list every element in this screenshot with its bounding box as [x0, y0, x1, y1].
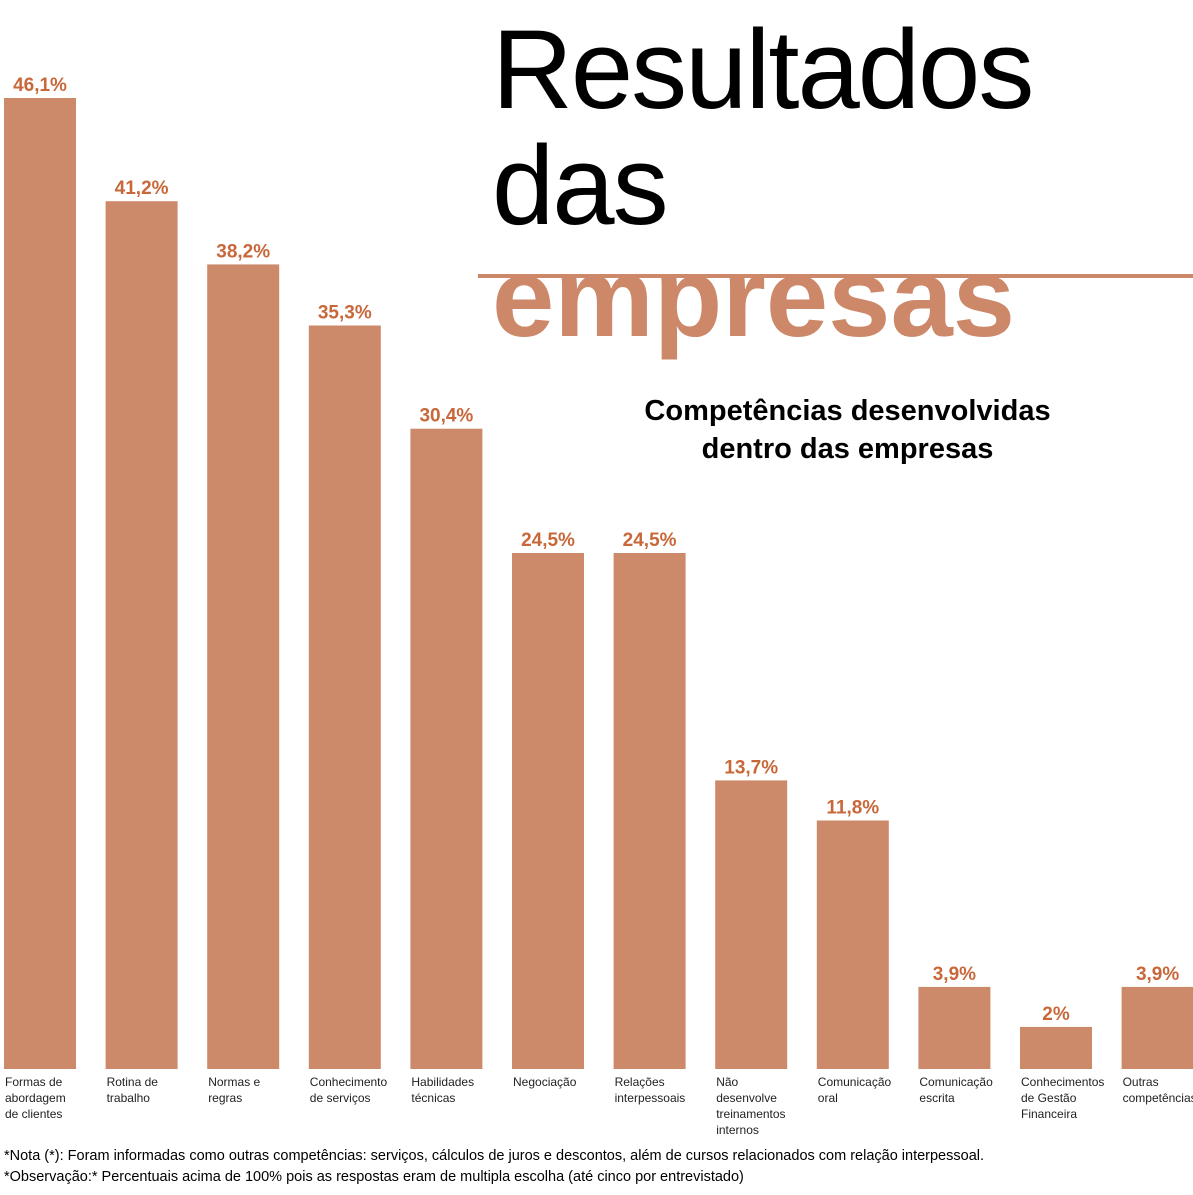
footnote-nota: *Nota (*): Foram informadas como outras … — [4, 1148, 985, 1164]
category-label-line: Não — [716, 1075, 738, 1089]
value-label-9: 11,8% — [826, 798, 879, 819]
category-label-line: Comunicação — [818, 1075, 892, 1089]
category-label-line: interpessoais — [615, 1091, 686, 1105]
title-line-2: das empresas — [492, 130, 1193, 354]
value-label-3: 38,2% — [216, 241, 270, 262]
category-label-8: Não desenvolve treinamentos internos — [716, 1075, 785, 1137]
category-label-line: Relações — [615, 1075, 665, 1089]
bar-4 — [308, 325, 381, 1069]
category-label-7: Relações interpessoais — [615, 1075, 686, 1105]
value-label-5: 30,4% — [419, 406, 473, 427]
category-label-line: Normas e — [208, 1075, 260, 1089]
category-label-12: Outras competências — [1123, 1075, 1193, 1105]
category-label-line: internos — [716, 1123, 759, 1137]
category-label-4: Conhecimento de serviços — [310, 1075, 388, 1105]
value-label-4: 35,3% — [318, 303, 372, 324]
category-label-1: Formas de abordagem de clientes — [5, 1075, 66, 1121]
chart-title-line-2: dentro das empresas — [701, 433, 994, 465]
category-label-line: Outras — [1123, 1075, 1159, 1089]
category-label-line: treinamentos — [716, 1107, 785, 1121]
chart-title-line-1: Competências desenvolvidas — [644, 395, 1051, 427]
category-label-line: desenvolve — [716, 1091, 777, 1105]
category-label-line: trabalho — [107, 1091, 151, 1105]
category-label-line: de clientes — [5, 1107, 62, 1121]
category-label-line: Conhecimento — [310, 1075, 388, 1089]
category-label-3: Normas e regras — [208, 1075, 260, 1105]
category-label-6: Negociação — [513, 1075, 577, 1089]
bar-12 — [1121, 986, 1193, 1069]
bar-8 — [715, 780, 788, 1069]
category-label-line: escrita — [919, 1091, 955, 1105]
category-label-line: Rotina de — [107, 1075, 159, 1089]
bar-7 — [613, 553, 686, 1069]
footnote-observacao: *Observação:* Percentuais acima de 100% … — [4, 1169, 744, 1185]
value-label-10: 3,9% — [933, 964, 976, 985]
title-accent-text: empresas — [492, 235, 1016, 360]
value-label-2: 41,2% — [115, 178, 169, 199]
value-label-6: 24,5% — [521, 530, 575, 551]
bar-9 — [816, 820, 889, 1069]
category-label-10: Comunicação escrita — [919, 1075, 993, 1105]
bar-10 — [918, 986, 991, 1069]
bar-6 — [512, 553, 584, 1069]
category-label-9: Comunicação oral — [818, 1075, 892, 1105]
category-label-line: Conhecimentos — [1021, 1075, 1104, 1089]
category-label-line: Financeira — [1021, 1107, 1077, 1121]
chart-title: Competências desenvolvidas dentro das em… — [600, 392, 1095, 468]
bar-11 — [1020, 1026, 1092, 1069]
title-divider — [478, 274, 1193, 278]
category-label-line: Formas de — [5, 1075, 63, 1089]
value-label-7: 24,5% — [623, 530, 677, 551]
footnotes: *Nota (*): Foram informadas como outras … — [4, 1146, 984, 1188]
category-label-line: técnicas — [411, 1091, 455, 1105]
bar-1 — [4, 98, 76, 1069]
category-label-line: de serviços — [310, 1091, 371, 1105]
value-label-1: 46,1% — [13, 75, 67, 96]
category-label-2: Rotina de trabalho — [107, 1075, 159, 1105]
category-label-line: de Gestão — [1021, 1091, 1077, 1105]
value-label-11: 2% — [1042, 1004, 1070, 1025]
category-label-11: Conhecimentos de Gestão Financeira — [1021, 1075, 1104, 1121]
category-label-5: Habilidades técnicas — [411, 1075, 474, 1105]
value-label-8: 13,7% — [724, 757, 778, 778]
title-line-1: Resultados — [492, 7, 1034, 132]
category-label-line: oral — [818, 1091, 838, 1105]
page-title: Resultados das empresas — [492, 14, 1193, 354]
category-label-line: regras — [208, 1091, 242, 1105]
bar-5 — [410, 428, 483, 1069]
title-plain-text: das — [492, 123, 669, 248]
category-label-line: Habilidades — [411, 1075, 474, 1089]
bar-2 — [105, 201, 178, 1069]
category-label-line: Negociação — [513, 1075, 577, 1089]
bar-3 — [207, 264, 280, 1069]
value-label-12: 3,9% — [1136, 964, 1179, 985]
category-label-line: Comunicação — [919, 1075, 993, 1089]
category-label-line: abordagem — [5, 1091, 66, 1105]
category-label-line: competências — [1123, 1091, 1193, 1105]
bar-chart: 46,1% Formas de abordagem de clientes 41,2% R… — [4, 75, 1193, 1137]
